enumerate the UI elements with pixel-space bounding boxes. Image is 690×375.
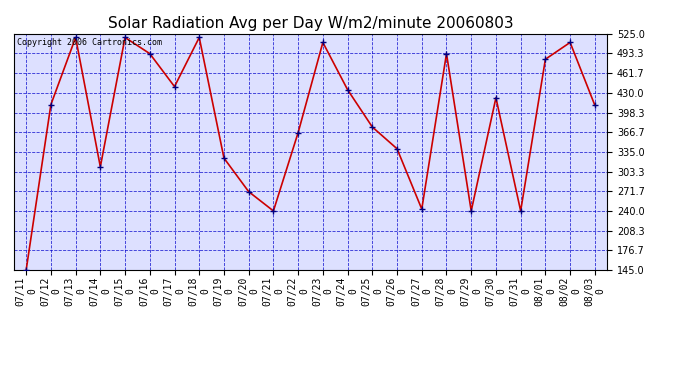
Text: Copyright 2006 Cartronics.com: Copyright 2006 Cartronics.com — [17, 39, 161, 48]
Title: Solar Radiation Avg per Day W/m2/minute 20060803: Solar Radiation Avg per Day W/m2/minute … — [108, 16, 513, 31]
